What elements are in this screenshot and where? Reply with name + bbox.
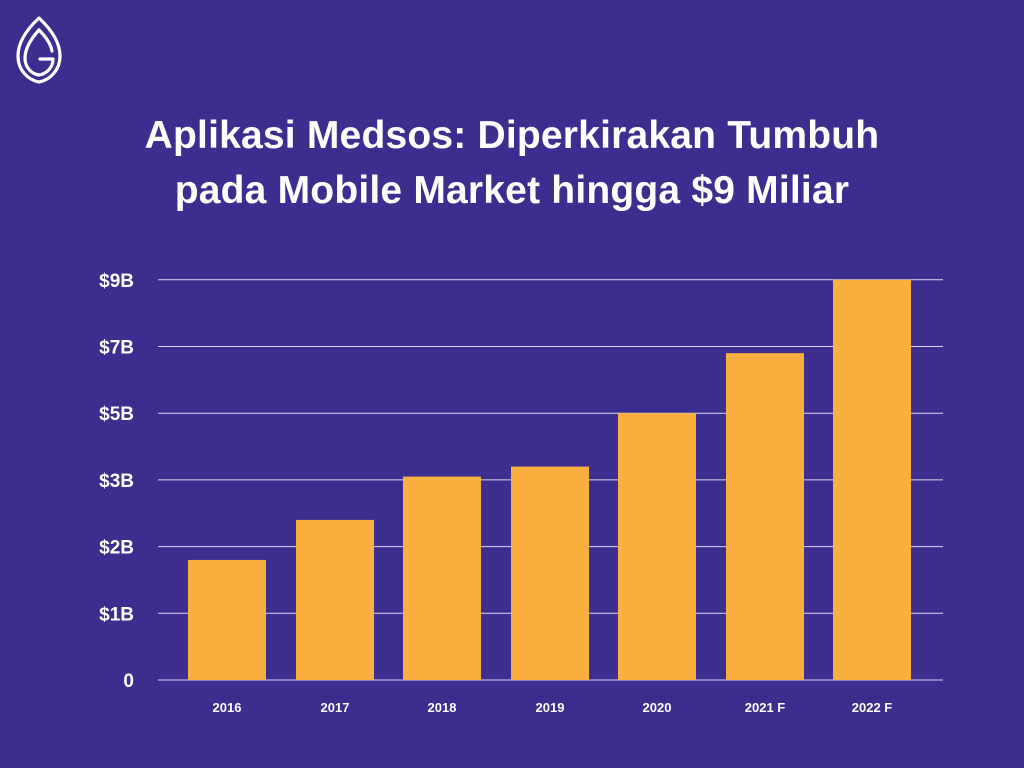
- bar: [296, 519, 374, 680]
- chart-title-line-2: pada Mobile Market hingga $9 Miliar: [174, 169, 850, 212]
- bar: [511, 466, 589, 680]
- y-tick-label: $2B: [99, 538, 134, 559]
- bar: [618, 413, 696, 680]
- x-tick-label: 2020: [643, 700, 672, 715]
- y-tick-label: $1B: [99, 604, 134, 625]
- x-tick-label: 2019: [536, 700, 565, 715]
- bar: [188, 559, 266, 680]
- bar: [726, 353, 804, 680]
- x-tick-label: 2017: [321, 700, 350, 715]
- y-tick-label: $5B: [99, 404, 134, 425]
- x-tick-label: 2022 F: [852, 700, 893, 715]
- x-tick-label: 2018: [428, 700, 457, 715]
- y-tick-label: $9B: [99, 271, 134, 292]
- chart-title: Aplikasi Medsos: Diperkirakan Tumbuh pad…: [0, 108, 1024, 218]
- y-tick-label: 0: [123, 671, 134, 692]
- x-tick-label: 2021 F: [745, 700, 786, 715]
- leaf-g-logo-icon: [16, 16, 62, 84]
- chart-title-line-1: Aplikasi Medsos: Diperkirakan Tumbuh: [144, 114, 880, 157]
- bar: [403, 476, 481, 680]
- y-tick-label: $3B: [99, 471, 134, 492]
- y-tick-label: $7B: [99, 338, 134, 359]
- x-tick-label: 2016: [213, 700, 242, 715]
- bar: [833, 279, 911, 680]
